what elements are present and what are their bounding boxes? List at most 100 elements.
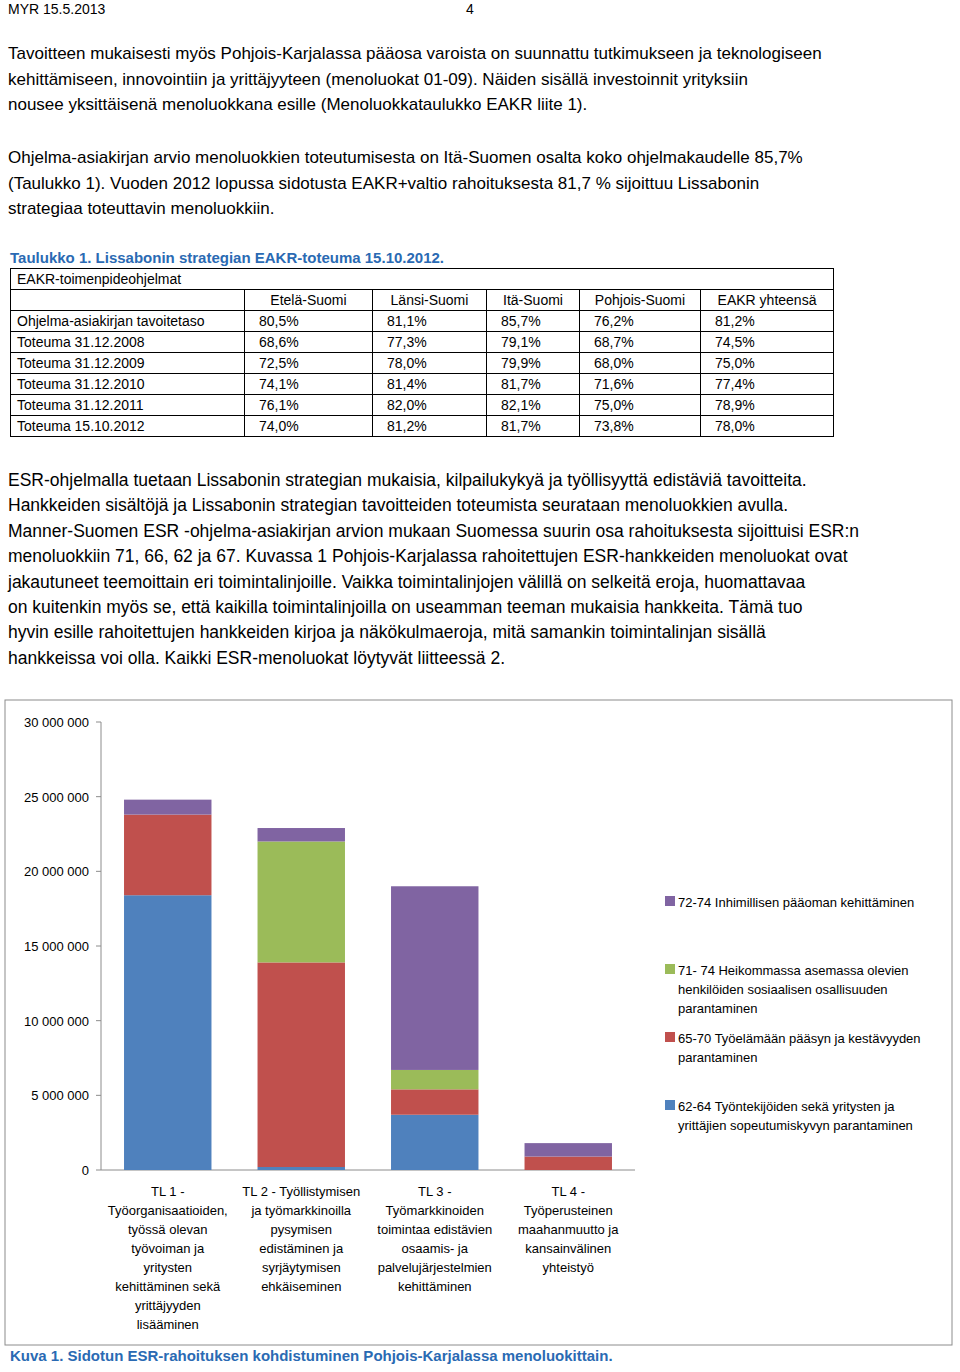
y-tick-label: 0 [82, 1163, 89, 1178]
table-header-label: EAKR-toimenpideohjelmat [11, 269, 834, 290]
text-line: nousee yksittäisenä menoluokkana esille … [8, 95, 587, 115]
table-cell: 68,7% [580, 332, 701, 353]
table-column-header: Etelä-Suomi [245, 290, 373, 311]
text-line: (Taulukko 1). Vuoden 2012 lopussa sidotu… [8, 174, 759, 194]
table-cell: 78,0% [373, 353, 487, 374]
text-line: hankkeissa voi olla. Kaikki ESR-menoluok… [8, 648, 505, 669]
table-row: Toteuma 15.10.201274,0%81,2%81,7%73,8%78… [11, 416, 834, 437]
legend-label: 71- 74 Heikommassa asemassa olevienhenki… [678, 963, 909, 1016]
chart: 0 5 000 000 10 000 000 15 000 000 20 000 000… [0, 0, 960, 1372]
legend-swatch [665, 964, 675, 974]
text-line: Tavoitteen mukaisesti myös Pohjois-Karja… [8, 44, 822, 64]
table-cell: 77,4% [701, 374, 834, 395]
x-tick-label: TL 3 -Työmarkkinoidentoimintaa edistävie… [377, 1184, 492, 1294]
table-row: EAKR-toimenpideohjelmat [11, 269, 834, 290]
table-row-label: Toteuma 15.10.2012 [11, 416, 245, 437]
table-cell: 81,1% [373, 311, 487, 332]
table: EAKR-toimenpideohjelmatEtelä-SuomiLänsi-… [10, 268, 834, 437]
table-cell: 82,0% [373, 395, 487, 416]
y-tick [96, 1170, 101, 1171]
bar-segment [258, 962, 345, 1167]
bar-segment [258, 1167, 345, 1170]
y-tick-label: 25 000 000 [24, 790, 89, 805]
legend-swatch [665, 1032, 675, 1042]
bar-segment [391, 886, 478, 1070]
table-column-header: EAKR yhteensä [701, 290, 834, 311]
legend-label: 65-70 Työelämään pääsyn ja kestävyydenpa… [678, 1031, 921, 1065]
text-line: kehittämiseen, innovointiin ja yrittäjyy… [8, 70, 748, 90]
table-cell: 81,2% [701, 311, 834, 332]
y-tick-label: 15 000 000 [24, 939, 89, 954]
table-row-label: Toteuma 31.12.2010 [11, 374, 245, 395]
table-cell: 81,2% [373, 416, 487, 437]
chart-frame [5, 700, 952, 1345]
y-tick-label: 10 000 000 [24, 1014, 89, 1029]
bar-segment [124, 895, 211, 1170]
table-row-label: Toteuma 31.12.2011 [11, 395, 245, 416]
text-line: jakautuneet teemoittain eri toimintalinj… [8, 572, 805, 593]
table-cell: 68,0% [580, 353, 701, 374]
bars [124, 800, 612, 1170]
table-cell: 78,0% [701, 416, 834, 437]
table-row-label: Toteuma 31.12.2009 [11, 353, 245, 374]
y-tick [96, 871, 101, 872]
y-tick [96, 1095, 101, 1096]
table-cell: 76,2% [580, 311, 701, 332]
legend-swatch [665, 896, 675, 906]
table-row-label: Toteuma 31.12.2008 [11, 332, 245, 353]
table-row: Ohjelma-asiakirjan tavoitetaso80,5%81,1%… [11, 311, 834, 332]
table-cell: 77,3% [373, 332, 487, 353]
table-row: Toteuma 31.12.201074,1%81,4%81,7%71,6%77… [11, 374, 834, 395]
table-cell: 74,1% [245, 374, 373, 395]
figure-caption: Kuva 1. Sidotun ESR-rahoituksen kohdistu… [10, 1347, 613, 1364]
table-cell: 76,1% [245, 395, 373, 416]
table-row: Toteuma 31.12.201176,1%82,0%82,1%75,0%78… [11, 395, 834, 416]
bar-segment [391, 1070, 478, 1089]
table-title: Taulukko 1. Lissabonin strategian EAKR-t… [10, 249, 444, 266]
table-column-header: Pohjois-Suomi [580, 290, 701, 311]
table-cell: 74,0% [245, 416, 373, 437]
text-line: menoluokkiin 71, 66, 62 ja 67. Kuvassa 1… [8, 546, 848, 567]
table-cell: 71,6% [580, 374, 701, 395]
table-column-header: Länsi-Suomi [373, 290, 487, 311]
text-line: Hankkeiden sisältöjä ja Lissabonin strat… [8, 495, 788, 516]
table-cell: 79,1% [487, 332, 580, 353]
table-cell: 78,9% [701, 395, 834, 416]
y-axis [101, 722, 102, 1170]
text-line: Manner-Suomen ESR -ohjelma-asiakirjan ar… [8, 521, 859, 542]
y-tick-label: 30 000 000 [24, 715, 89, 730]
page: MYR 15.5.2013 4 Tavoitteen mukaisesti myös… [0, 0, 960, 1372]
x-tick-label: TL 1 -Työorganisaatioiden,työssä olevant… [108, 1184, 228, 1332]
table-column-header: Itä-Suomi [487, 290, 580, 311]
y-tick-label: 5 000 000 [31, 1088, 89, 1103]
y-tick-label: 20 000 000 [24, 864, 89, 879]
legend-label: 62-64 Työntekijöiden sekä yritysten jayr… [678, 1099, 913, 1133]
x-tick-label: TL 4 -Työperusteinenmaahanmuutto jakansa… [518, 1184, 619, 1275]
header-left: MYR 15.5.2013 [8, 1, 105, 17]
text-line: Ohjelma-asiakirjan arvio menoluokkien to… [8, 148, 803, 168]
bar-segment [124, 800, 211, 815]
table-cell: 79,9% [487, 353, 580, 374]
y-tick [96, 722, 101, 723]
y-tick [96, 1020, 101, 1021]
bar-segment [124, 815, 211, 896]
table-cell: 75,0% [701, 353, 834, 374]
text-line: ESR-ohjelmalla tuetaan Lissabonin strate… [8, 470, 807, 491]
table-cell: 81,7% [487, 374, 580, 395]
y-tick [96, 796, 101, 797]
table-cell: 75,0% [580, 395, 701, 416]
bar-segment [525, 1143, 612, 1156]
bar-segment [525, 1157, 612, 1170]
bar-segment [258, 828, 345, 841]
table-cell: 81,4% [373, 374, 487, 395]
table-cell: 74,5% [701, 332, 834, 353]
text-line: on kuitenkin myös se, että kaikilla toim… [8, 597, 802, 618]
legend-label: 72-74 Inhimillisen pääoman kehittäminen [678, 895, 914, 910]
table-cell: 73,8% [580, 416, 701, 437]
table-cell: 72,5% [245, 353, 373, 374]
page-number: 4 [466, 1, 474, 17]
text-line: strategiaa toteuttavin menoluokkiin. [8, 199, 275, 219]
bar-segment [391, 1089, 478, 1114]
bar-segment [391, 1115, 478, 1170]
table-cell: 82,1% [487, 395, 580, 416]
